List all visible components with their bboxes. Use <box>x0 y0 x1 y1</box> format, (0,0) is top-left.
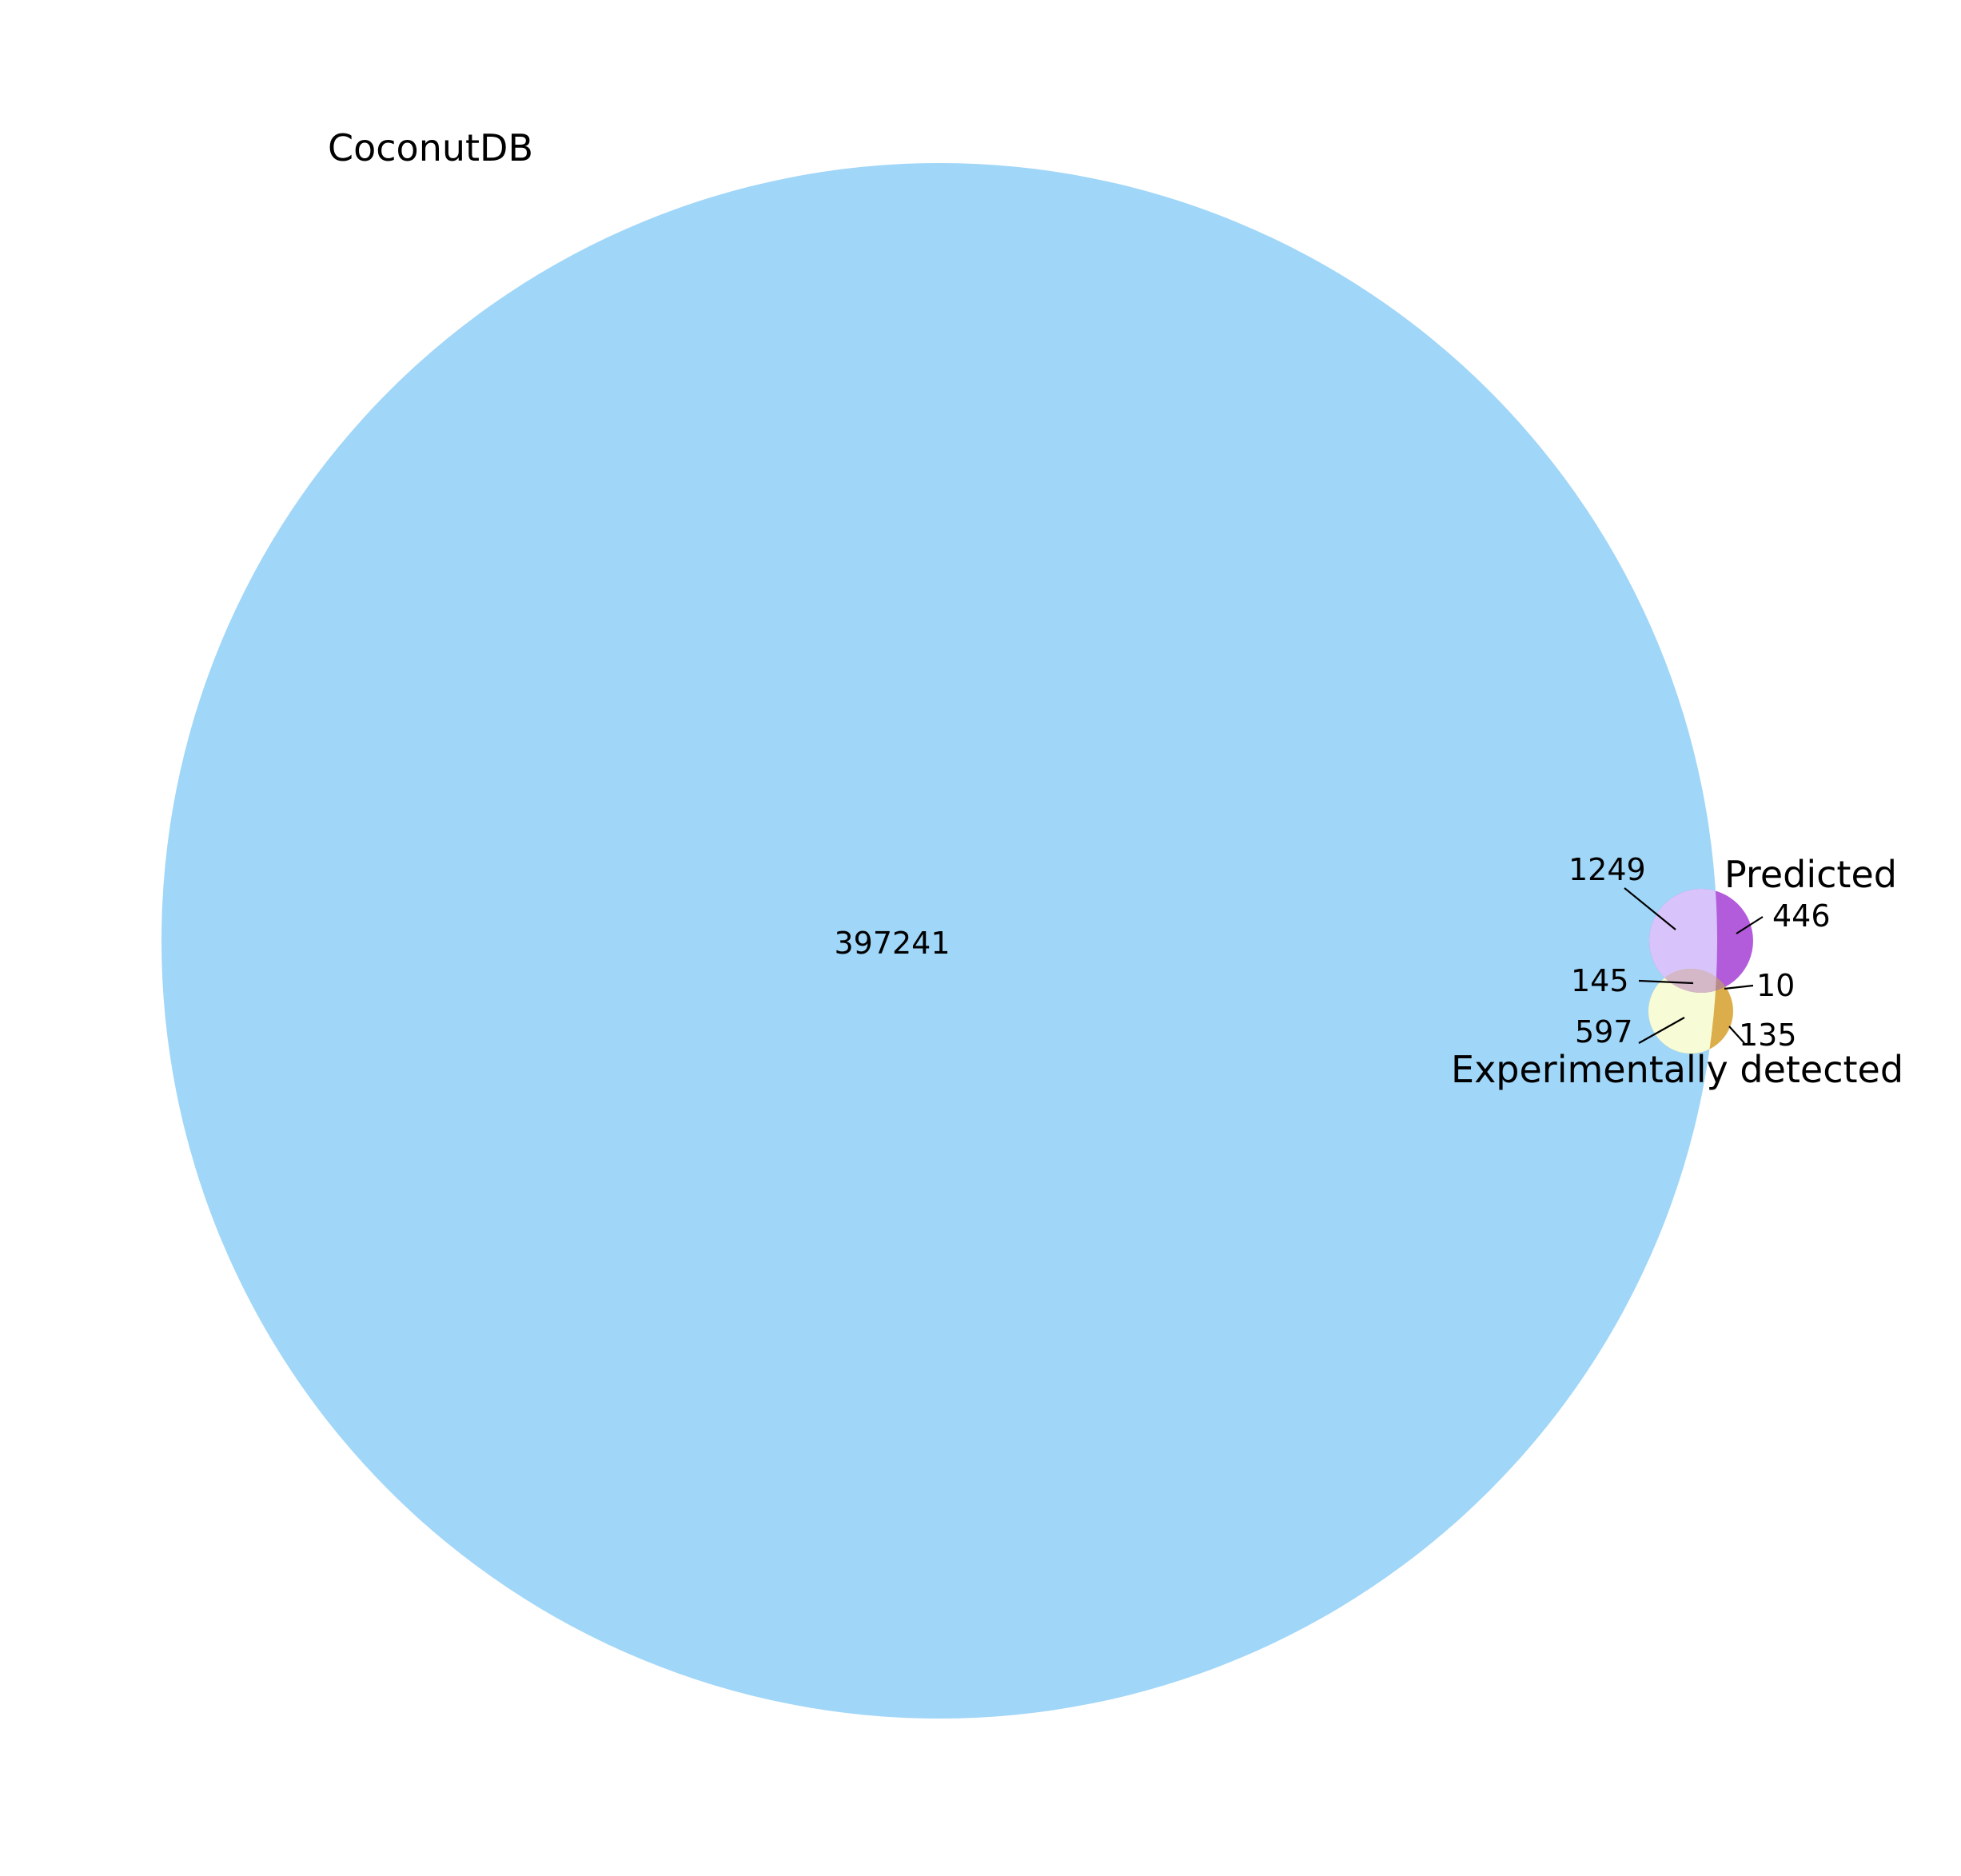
count-experimental-only: 135 <box>1739 1018 1797 1053</box>
coconut-predicted-region <box>1649 889 1717 993</box>
predicted-set-label: Predicted <box>1724 853 1897 896</box>
count-coconut-experimental: 597 <box>1575 1014 1633 1050</box>
leader-135 <box>1728 1026 1745 1044</box>
experimental-set-label: Experimentally detected <box>1451 1048 1903 1091</box>
leader-597 <box>1638 1017 1685 1044</box>
count-coconut-predicted: 1249 <box>1568 852 1646 887</box>
leader-10 <box>1724 984 1754 990</box>
count-coconut-only: 397241 <box>834 926 950 961</box>
coconut-set-label: CoconutDB <box>328 126 533 169</box>
leader-145 <box>1638 979 1694 985</box>
leader-446 <box>1736 916 1764 934</box>
count-predicted-only: 446 <box>1772 898 1831 934</box>
count-predicted-experimental: 10 <box>1756 968 1795 1003</box>
leader-1249 <box>1624 887 1676 930</box>
coconut-set-circle <box>161 163 1717 1719</box>
count-triple: 145 <box>1571 963 1629 998</box>
